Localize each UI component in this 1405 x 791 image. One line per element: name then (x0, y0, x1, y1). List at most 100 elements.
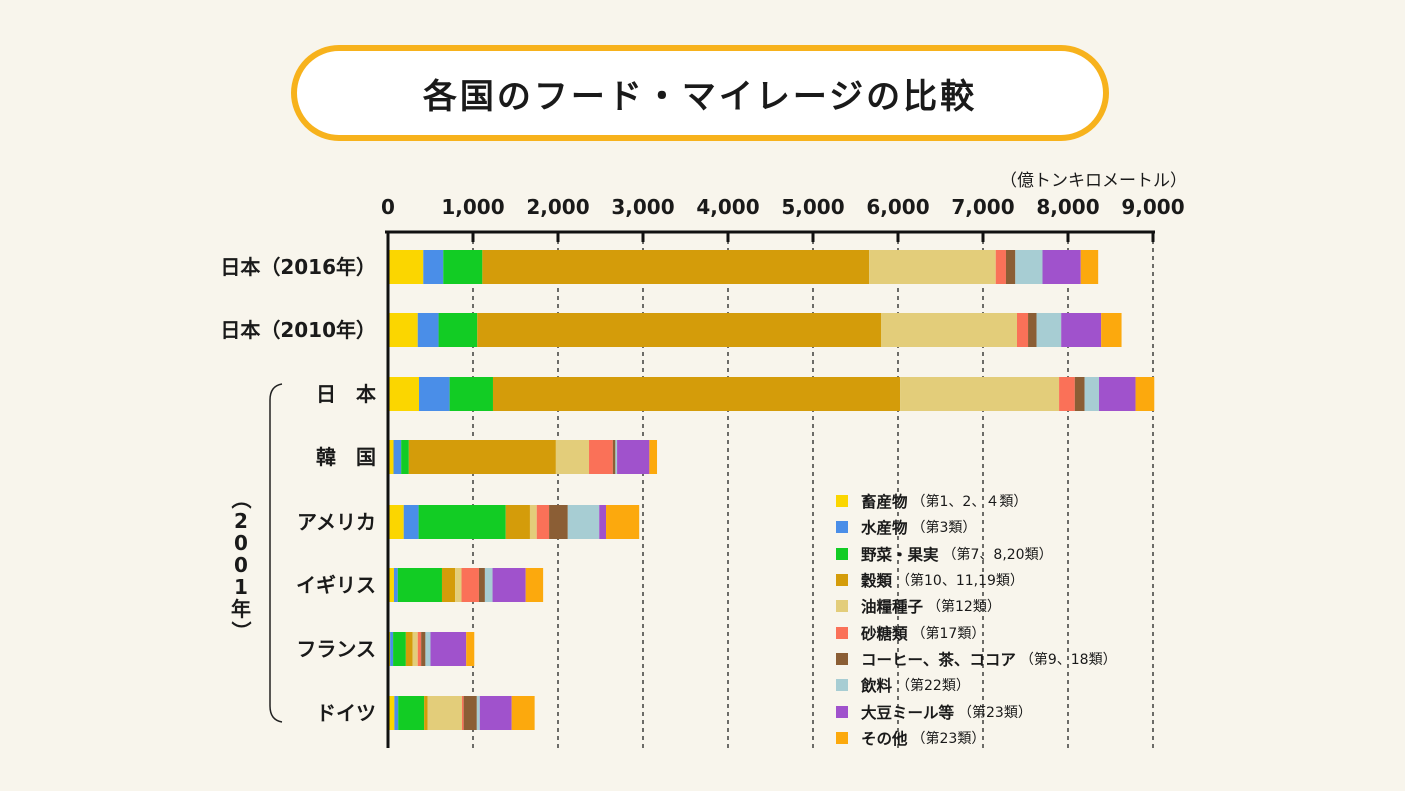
category-label: 韓 国 (316, 445, 376, 469)
bar-segment (492, 377, 901, 411)
bar-segment (478, 568, 485, 602)
bar-segment (417, 632, 422, 666)
legend-label: 野菜・果実 (861, 545, 939, 564)
legend-item: その他 （第23類） (836, 725, 1117, 751)
bar-segment (393, 632, 406, 666)
legend-label: 水産物 (861, 519, 908, 538)
bar-segment (599, 505, 607, 539)
bar-segment (881, 313, 1017, 347)
category-label: アメリカ (297, 510, 376, 534)
bar-segment (427, 696, 462, 730)
category-label: フランス (296, 637, 376, 661)
legend-label: 飲料 (861, 677, 893, 696)
bar-segment (1036, 313, 1062, 347)
group-bracket (269, 383, 283, 723)
group-label-2001: （2 0 0 1 年） (229, 489, 253, 641)
bar-segment (1017, 313, 1029, 347)
legend-note: （第10、11,19類） (896, 573, 1024, 590)
tick-label: 3,000 (611, 195, 674, 219)
legend-swatch (836, 652, 848, 665)
bar-segment (403, 505, 419, 539)
legend-label: 砂糖類 (861, 624, 908, 643)
tick-label: 0 (381, 195, 395, 219)
category-label: 日本（2016年） (220, 255, 376, 279)
bar-segment (430, 632, 467, 666)
legend-label: 畜産物 (861, 493, 908, 512)
bar-segment (476, 696, 480, 730)
tick-label: 8,000 (1036, 195, 1099, 219)
tick-label: 5,000 (781, 195, 844, 219)
bar-segment (1061, 313, 1102, 347)
legend-item: 油糧種子 （第12類） (836, 593, 1117, 619)
bar-segment (398, 696, 425, 730)
legend-label: 大豆ミール等 (861, 703, 955, 722)
bar-segment (423, 250, 444, 284)
bar-segment (421, 632, 426, 666)
bar-segment (388, 696, 395, 730)
bar-segment (419, 377, 450, 411)
bar-segment (995, 250, 1006, 284)
bar-segment (1028, 313, 1037, 347)
legend-swatch (836, 705, 848, 718)
legend-item: コーヒー、茶、ココア （第9、18類） (836, 646, 1117, 672)
bar-segment (1080, 250, 1099, 284)
bar-segment (606, 505, 640, 539)
legend-swatch (836, 626, 848, 639)
bar-segment (412, 632, 418, 666)
legend-note: （第12類） (927, 599, 1001, 616)
bar-segment (529, 505, 537, 539)
tick-label: 1,000 (441, 195, 504, 219)
bar-segment (455, 568, 462, 602)
category-label: ドイツ (316, 701, 376, 725)
chart-title-box: 各国のフード・マイレージの比較 (291, 45, 1109, 141)
bar-segment (461, 568, 479, 602)
bar-segment (612, 440, 616, 474)
legend-item: 穀類 （第10、11,19類） (836, 567, 1117, 593)
bar-segment (449, 377, 493, 411)
bar-segment (1074, 377, 1085, 411)
bar-segment (441, 568, 456, 602)
bar-segment (388, 440, 394, 474)
bar-segment (401, 440, 409, 474)
bar-segment (649, 440, 658, 474)
legend-item: 畜産物 （第1、2、４類） (836, 488, 1117, 514)
bar-segment (443, 250, 483, 284)
bar-segment (1135, 377, 1155, 411)
bar-segment (390, 632, 394, 666)
bar-segment (567, 505, 600, 539)
legend-note: （第7、8,20類） (942, 546, 1053, 563)
legend-item: 飲料 （第22類） (836, 672, 1117, 698)
tick-label: 9,000 (1121, 195, 1184, 219)
bar-segment (1005, 250, 1016, 284)
bar-segment (405, 632, 413, 666)
bar-segment (417, 313, 439, 347)
bar-segment (555, 440, 590, 474)
bar-segment (388, 568, 394, 602)
bar-segment (388, 313, 418, 347)
legend-item: 砂糖類 （第17類） (836, 619, 1117, 645)
bar-segment (477, 313, 881, 347)
bar-segment (479, 696, 512, 730)
legend-note: （第9、18類） (1019, 651, 1117, 668)
bar-segment (388, 505, 404, 539)
bar-segment (900, 377, 1060, 411)
bar-segment (425, 632, 431, 666)
bar-segment (1084, 377, 1100, 411)
tick-label: 2,000 (526, 195, 589, 219)
bar-segment (869, 250, 996, 284)
category-label: 日 本 (316, 382, 376, 406)
bar-segment (549, 505, 568, 539)
bar-segment (388, 377, 420, 411)
tick-label: 7,000 (951, 195, 1014, 219)
bar-segment (408, 440, 556, 474)
bar-segment (482, 250, 870, 284)
chart-title: 各国のフード・マイレージの比較 (422, 76, 978, 117)
bar-segment (536, 505, 550, 539)
tick-label: 4,000 (696, 195, 759, 219)
legend-swatch (836, 600, 848, 613)
legend-swatch (836, 495, 848, 508)
legend-note: （第23類） (911, 730, 986, 747)
bar-segment (424, 696, 428, 730)
legend-note: （第23類） (958, 704, 1032, 721)
bar-segment (463, 696, 477, 730)
